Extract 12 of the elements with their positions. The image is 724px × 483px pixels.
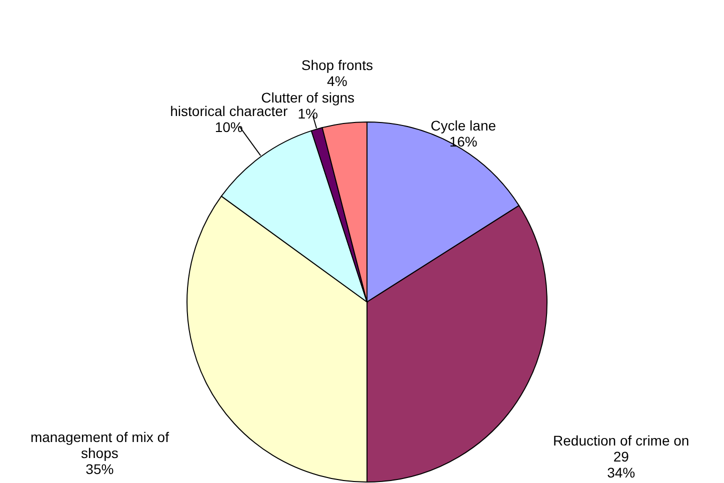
- data-label: 4%: [327, 72, 348, 89]
- slice-label: management of mix of shops: [30, 429, 170, 462]
- data-label: 34%: [607, 464, 636, 481]
- data-label: 35%: [86, 461, 114, 478]
- slice-label: Cycle lane: [430, 118, 496, 134]
- data-label: 1%: [298, 105, 318, 122]
- slice-label: historical character: [170, 102, 288, 119]
- slice-label: Clutter of signs: [261, 89, 355, 106]
- data-label: 16%: [449, 134, 478, 150]
- data-label: 10%: [214, 118, 243, 135]
- slice-label: Shop fronts: [301, 56, 373, 73]
- slice-label: Reduction of crime on 29: [553, 432, 690, 465]
